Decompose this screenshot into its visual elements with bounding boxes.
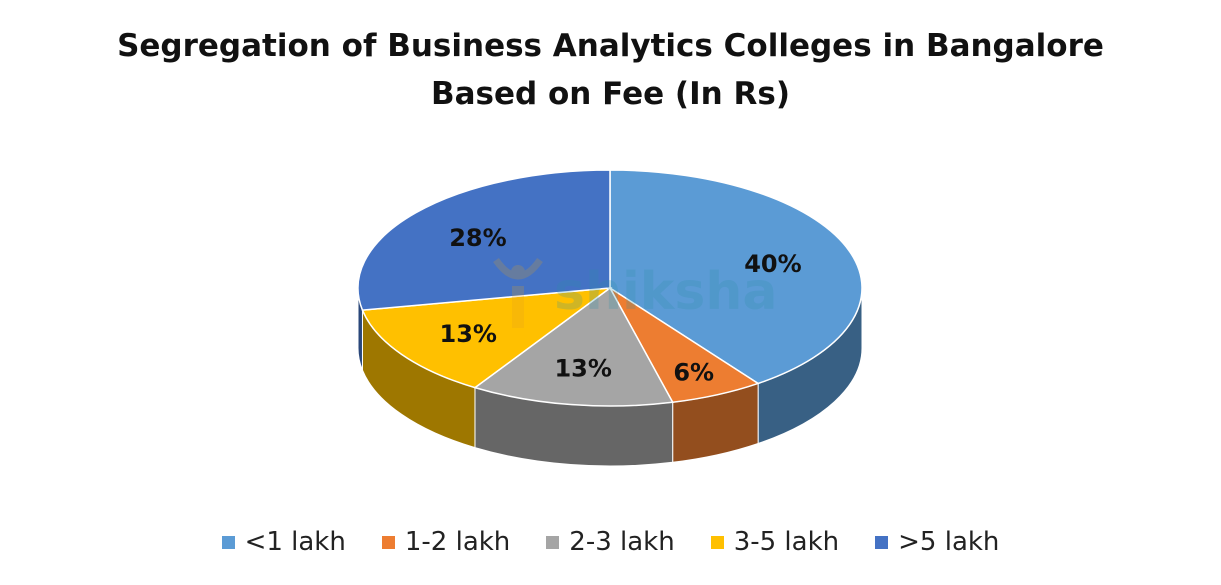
chart-title: Segregation of Business Analytics Colleg… [0,22,1221,118]
legend-item-lt-1-lakh: <1 lakh [221,527,346,557]
legend-swatch [221,535,235,549]
pie-slice-3 [361,287,613,389]
legend-swatch [875,535,889,549]
watermark-text: shiksha [554,262,778,322]
data-label-3: 13% [440,320,497,348]
chart-title-line-2: Based on Fee (In Rs) [431,76,790,112]
legend-item-2-3-lakh: 2-3 lakh [546,527,675,557]
chart-legend: <1 lakh 1-2 lakh 2-3 lakh 3-5 lakh >5 la… [0,527,1221,557]
pie-slice-2 [473,286,674,407]
legend-item-3-5-lakh: 3-5 lakh [710,527,840,557]
legend-item-gt-5-lakh: >5 lakh [875,527,999,557]
legend-label: <1 lakh [244,527,346,557]
data-label-4: 28% [449,224,506,252]
data-label-1: 6% [673,358,714,386]
legend-label: 1-2 lakh [404,527,511,557]
legend-label: 2-3 lakh [569,527,675,557]
legend-item-1-2-lakh: 1-2 lakh [381,527,511,557]
watermark: shiksha [488,252,777,332]
watermark-icon [493,257,543,328]
chart-title-line-1: Segregation of Business Analytics Colleg… [117,28,1104,64]
legend-label: >5 lakh [898,527,1000,557]
legend-label: 3-5 lakh [733,527,840,557]
legend-swatch [710,535,724,549]
legend-swatch [381,535,395,549]
pie-slice-0 [609,169,863,385]
legend-swatch [546,535,560,549]
data-label-0: 40% [744,250,801,278]
pie-slice-4 [357,169,611,311]
data-label-2: 13% [554,354,611,382]
